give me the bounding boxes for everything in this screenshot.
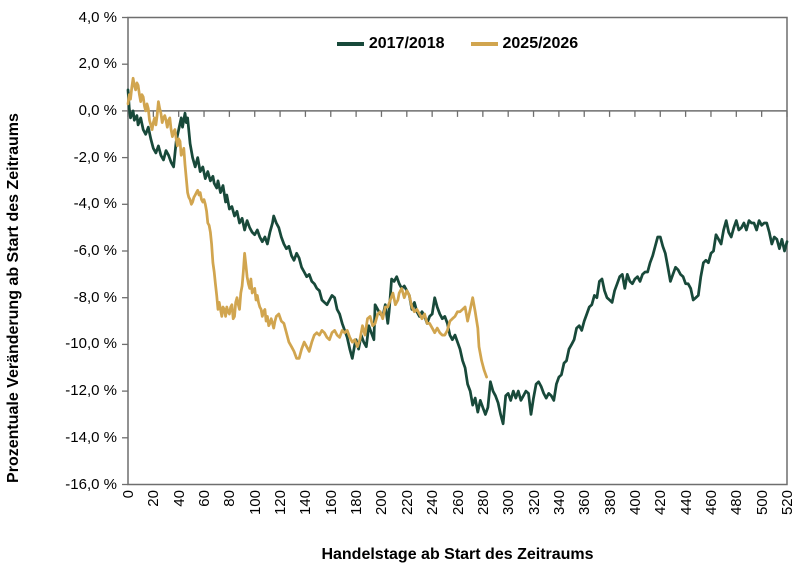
y-tick-label: -6,0 %	[73, 242, 117, 259]
x-tick-label: 460	[702, 490, 720, 516]
x-tick-label: 320	[525, 490, 543, 516]
x-tick-label: 420	[652, 490, 670, 516]
series-line-2025-2026	[126, 76, 488, 379]
x-tick-label: 280	[474, 490, 492, 516]
x-tick-label: 200	[373, 490, 391, 516]
y-tick-label: -2,0 %	[73, 148, 117, 166]
y-tick-label: -16,0 %	[65, 475, 117, 493]
x-tick-label: 40	[170, 490, 188, 507]
y-tick-label: -12,0 %	[65, 382, 117, 400]
x-axis-title: Handelstage ab Start des Zeitraums	[321, 546, 594, 563]
x-tick-label: 520	[779, 490, 796, 516]
x-tick-label: 360	[576, 490, 594, 516]
x-tick-label: 500	[753, 490, 771, 516]
x-tick-label: 480	[728, 490, 746, 516]
x-tick-label: 20	[145, 490, 163, 507]
y-tick-label: 0,0 %	[78, 101, 117, 119]
x-tick-label: 340	[550, 490, 568, 516]
x-tick-label: 240	[424, 490, 442, 516]
y-tick-label: -10,0 %	[65, 335, 117, 353]
y-tick-label: 2,0 %	[78, 55, 117, 73]
series-line-2017-2018	[126, 88, 789, 426]
x-tick-label: 440	[677, 490, 695, 516]
legend: 2017/2018 2025/2026	[128, 34, 787, 54]
x-tick-label: 400	[626, 490, 644, 516]
x-tick-label: 60	[196, 490, 214, 507]
x-tick-label: 80	[221, 490, 239, 507]
legend-item-2025-2026: 2025/2026	[470, 35, 579, 53]
legend-item-2017-2018: 2017/2018	[336, 35, 445, 53]
x-tick-label: 120	[272, 490, 290, 516]
plot-frame	[127, 16, 788, 486]
legend-swatch-0	[336, 42, 364, 46]
x-tick-label: 380	[601, 490, 619, 516]
y-tick-label: -8,0 %	[73, 288, 117, 306]
x-tick-label: 180	[348, 490, 366, 516]
x-tick-label: 0	[120, 490, 137, 499]
x-tick-label: 140	[297, 490, 315, 516]
legend-label-2017-2018: 2017/2018	[368, 35, 445, 52]
y-tick-label: -4,0 %	[73, 195, 117, 213]
y-tick-label: 4,0 %	[78, 8, 117, 26]
legend-swatch-1	[470, 42, 498, 46]
x-tick-label: 160	[322, 490, 340, 516]
x-tick-label: 300	[500, 490, 518, 516]
legend-label-2025-2026: 2025/2026	[502, 35, 579, 52]
y-tick-label: -14,0 %	[65, 428, 117, 446]
x-tick-label: 100	[246, 490, 264, 516]
x-tick-label: 220	[398, 490, 416, 516]
x-tick-label: 260	[449, 490, 467, 516]
